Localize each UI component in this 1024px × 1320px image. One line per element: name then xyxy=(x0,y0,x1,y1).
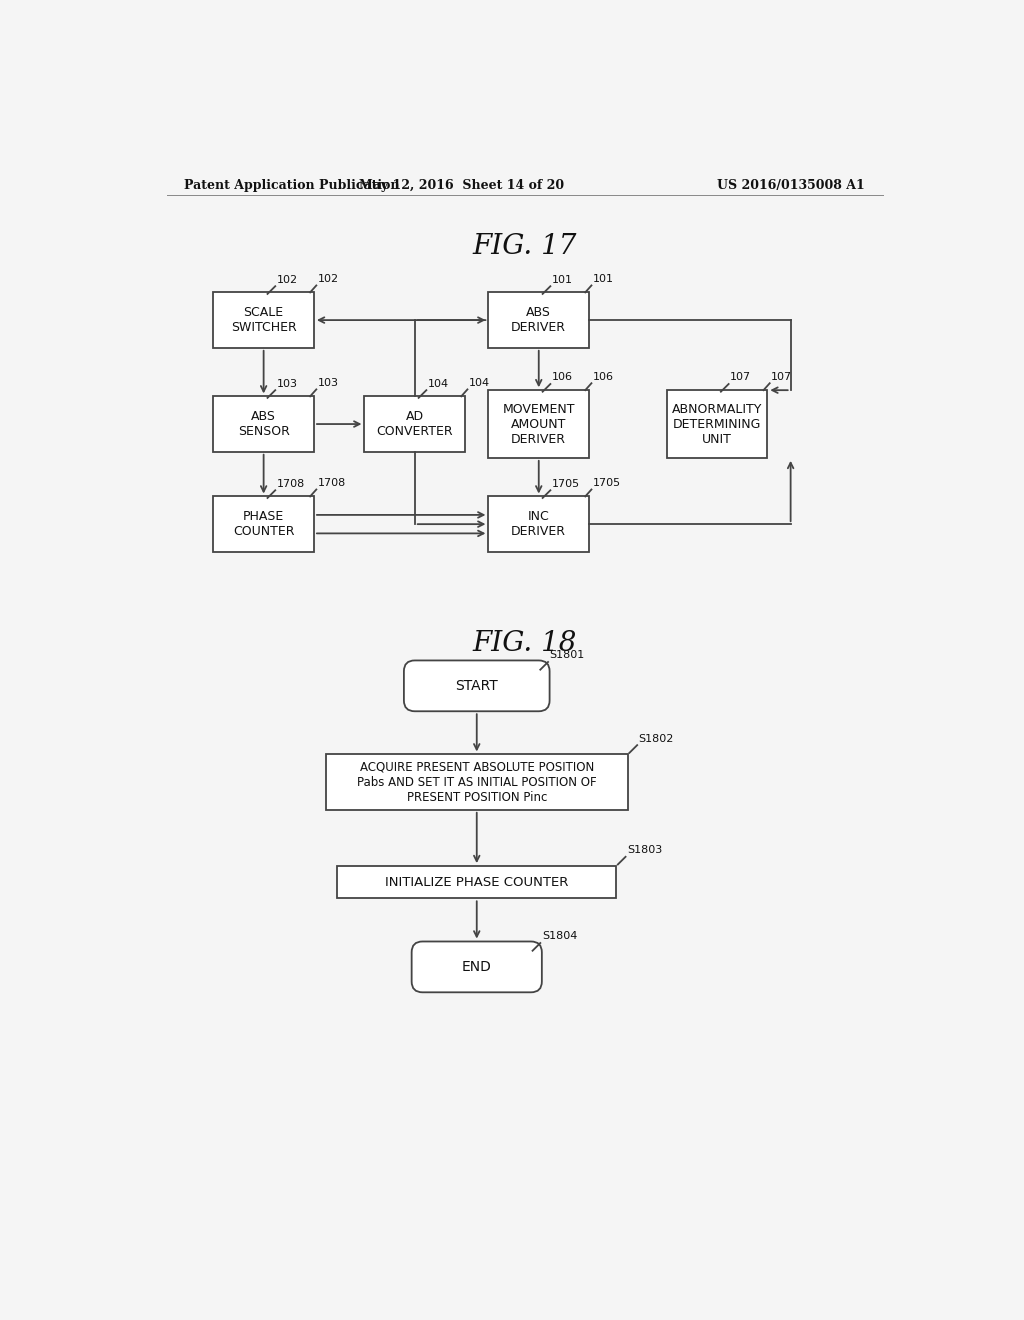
Bar xyxy=(213,396,314,451)
Bar xyxy=(667,391,767,458)
Text: ABNORMALITY
DETERMINING
UNIT: ABNORMALITY DETERMINING UNIT xyxy=(672,403,762,446)
FancyBboxPatch shape xyxy=(403,660,550,711)
Text: ABS
SENSOR: ABS SENSOR xyxy=(238,411,290,438)
Text: 1705: 1705 xyxy=(552,479,580,488)
Text: 1705: 1705 xyxy=(593,478,622,488)
Text: FIG. 18: FIG. 18 xyxy=(473,630,577,657)
Bar xyxy=(213,496,314,552)
Text: PHASE
COUNTER: PHASE COUNTER xyxy=(232,510,294,539)
Text: MOVEMENT
AMOUNT
DERIVER: MOVEMENT AMOUNT DERIVER xyxy=(503,403,575,446)
Text: 102: 102 xyxy=(276,275,298,285)
Text: 103: 103 xyxy=(317,378,339,388)
Text: END: END xyxy=(462,960,492,974)
Text: 1708: 1708 xyxy=(317,478,346,488)
Text: 1708: 1708 xyxy=(276,479,305,488)
Bar xyxy=(488,293,589,348)
Text: S1802: S1802 xyxy=(639,734,674,743)
Text: ACQUIRE PRESENT ABSOLUTE POSITION
Pabs AND SET IT AS INITIAL POSITION OF
PRESENT: ACQUIRE PRESENT ABSOLUTE POSITION Pabs A… xyxy=(357,760,597,804)
Bar xyxy=(488,391,589,458)
Text: INC
DERIVER: INC DERIVER xyxy=(511,510,566,539)
Text: S1804: S1804 xyxy=(542,932,578,941)
Text: S1801: S1801 xyxy=(550,651,585,660)
Bar xyxy=(326,755,628,810)
Text: 106: 106 xyxy=(593,372,614,381)
Text: SCALE
SWITCHER: SCALE SWITCHER xyxy=(230,306,297,334)
Text: 104: 104 xyxy=(469,378,490,388)
Text: May 12, 2016  Sheet 14 of 20: May 12, 2016 Sheet 14 of 20 xyxy=(358,178,564,191)
Text: AD
CONVERTER: AD CONVERTER xyxy=(377,411,453,438)
Bar xyxy=(365,396,465,451)
Bar xyxy=(337,866,616,899)
Text: 106: 106 xyxy=(552,372,572,383)
Text: FIG. 17: FIG. 17 xyxy=(473,234,577,260)
Text: START: START xyxy=(456,678,498,693)
FancyBboxPatch shape xyxy=(412,941,542,993)
Text: ABS
DERIVER: ABS DERIVER xyxy=(511,306,566,334)
Bar xyxy=(488,496,589,552)
Text: 103: 103 xyxy=(276,379,298,388)
Text: 107: 107 xyxy=(730,372,752,383)
Bar xyxy=(213,293,314,348)
Text: 107: 107 xyxy=(771,372,793,381)
Text: INITIALIZE PHASE COUNTER: INITIALIZE PHASE COUNTER xyxy=(385,875,568,888)
Text: 101: 101 xyxy=(552,275,572,285)
Text: 101: 101 xyxy=(593,275,614,284)
Text: 102: 102 xyxy=(317,275,339,284)
Text: 104: 104 xyxy=(428,379,450,388)
Text: S1803: S1803 xyxy=(627,845,663,855)
Text: Patent Application Publication: Patent Application Publication xyxy=(183,178,399,191)
Text: US 2016/0135008 A1: US 2016/0135008 A1 xyxy=(717,178,864,191)
